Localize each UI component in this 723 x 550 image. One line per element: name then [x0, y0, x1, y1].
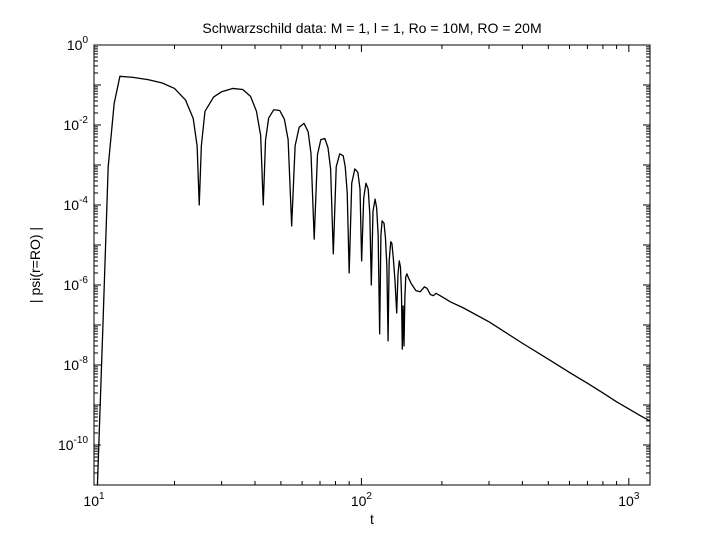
y-tick-label: 10-8 — [64, 355, 89, 373]
x-axis-ticks — [93, 45, 630, 485]
x-tick-label: 103 — [618, 491, 640, 509]
y-axis-tick-labels: 100 10-2 10-4 10-6 10-8 10-10 — [58, 35, 88, 453]
x-axis-label: t — [370, 511, 374, 527]
x-axis-tick-labels: 101 102 103 — [83, 491, 639, 509]
y-tick-label: 10-2 — [64, 115, 89, 133]
chart-title: Schwarzschild data: M = 1, l = 1, Ro = 1… — [202, 20, 541, 36]
x-tick-label: 101 — [83, 491, 105, 509]
y-tick-label: 10-4 — [64, 195, 89, 213]
y-axis-label: | psi(r=RO) | — [27, 227, 43, 303]
y-tick-label: 10-10 — [58, 435, 88, 453]
y-tick-label: 10-6 — [64, 275, 89, 293]
y-tick-label: 100 — [67, 35, 89, 53]
y-axis-ticks — [94, 44, 650, 486]
x-tick-label: 102 — [351, 491, 373, 509]
series-line — [96, 75, 651, 486]
